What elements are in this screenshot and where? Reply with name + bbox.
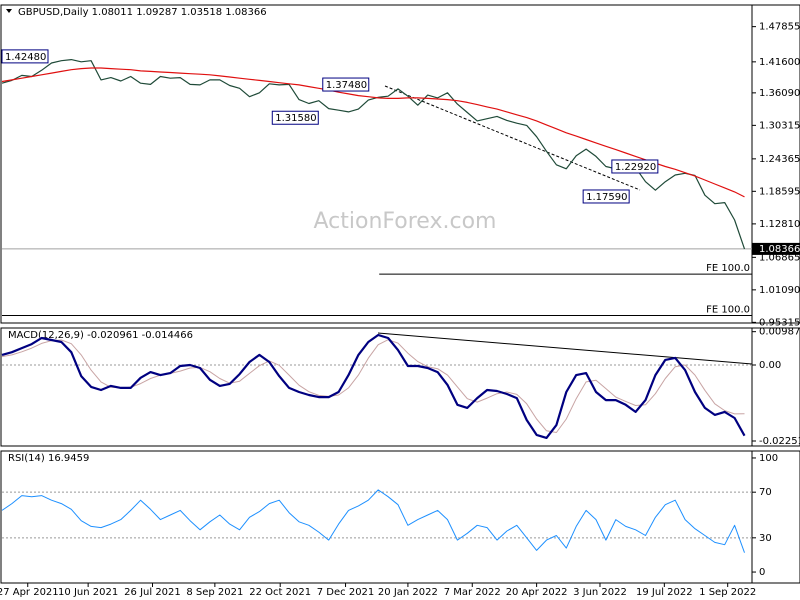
y-tick-label: 1.24365 — [759, 154, 800, 165]
x-tick-label: 7 Dec 2021 — [317, 587, 375, 598]
y-tick-label: 70 — [759, 487, 772, 498]
x-tick-label: 3 Jun 2022 — [573, 587, 627, 598]
series-line — [1, 489, 745, 553]
x-tick-label: 8 Sep 2021 — [186, 587, 243, 598]
y-tick-label: 1.01090 — [759, 285, 800, 296]
y-tick-label: 1.41600 — [759, 57, 800, 68]
x-tick-label: 22 Oct 2021 — [249, 587, 311, 598]
y-tick-label: 1.30315 — [759, 120, 800, 131]
annotation-box — [271, 110, 319, 125]
annotation-box — [1, 49, 49, 64]
last-price-box — [752, 242, 800, 255]
x-tick-label: 1 Sep 2022 — [699, 587, 756, 598]
y-tick-label: 1.12810 — [759, 219, 800, 230]
title-icon — [6, 9, 12, 13]
panel-frame — [0, 4, 800, 324]
x-tick-label: 27 Apr 2021 — [0, 587, 59, 598]
y-tick-label: 30 — [759, 533, 772, 544]
panel-title: GBPUSD,Daily 1.08011 1.09287 1.03518 1.0… — [18, 7, 267, 18]
panel-frame — [0, 327, 800, 447]
x-tick-label: 26 Jul 2021 — [124, 587, 181, 598]
annotation-label: 1.31580 — [275, 113, 316, 124]
y-tick-label: 1.06865 — [759, 252, 800, 263]
series-line — [1, 67, 745, 198]
level-label: FE 100.0 — [706, 304, 750, 315]
macd-trendline — [377, 332, 753, 365]
x-tick-label: 10 Jun 2021 — [58, 587, 118, 598]
x-tick-label: 20 Apr 2022 — [506, 587, 568, 598]
last-price-label: 1.08366 — [759, 244, 800, 255]
y-tick-label: 1.36090 — [759, 88, 800, 99]
y-tick-label: 0.95315 — [759, 317, 800, 328]
annotation-label: 1.22920 — [615, 162, 656, 173]
trendline — [384, 85, 641, 191]
annotation-box — [611, 159, 659, 174]
annotation-label: 1.42480 — [5, 52, 46, 63]
x-tick-label: 20 Jan 2022 — [378, 587, 438, 598]
y-tick-label: 100 — [759, 453, 778, 464]
x-tick-label: 7 Mar 2022 — [444, 587, 501, 598]
annotation-box — [582, 189, 630, 204]
y-tick-label: 0.00 — [759, 360, 781, 371]
panel-title: MACD(12,26,9) -0.020961 -0.014466 — [8, 330, 193, 341]
y-tick-label: -0.022516 — [759, 436, 800, 447]
panel-frame — [0, 450, 800, 584]
y-tick-label: 0.009872 — [759, 327, 800, 338]
series-line — [1, 333, 746, 439]
annotation-label: 1.17590 — [586, 192, 627, 203]
level-label: FE 100.0 — [706, 263, 750, 274]
x-tick-label: 19 Jul 2022 — [636, 587, 693, 598]
y-tick-label: 1.18595 — [759, 186, 800, 197]
annotation-box — [322, 77, 370, 92]
panel-title: RSI(14) 16.9459 — [8, 453, 89, 464]
watermark: ActionForex.com — [314, 209, 497, 234]
y-tick-label: 0 — [759, 567, 765, 578]
annotation-label: 1.37480 — [326, 80, 367, 91]
y-tick-label: 1.47855 — [759, 22, 800, 33]
